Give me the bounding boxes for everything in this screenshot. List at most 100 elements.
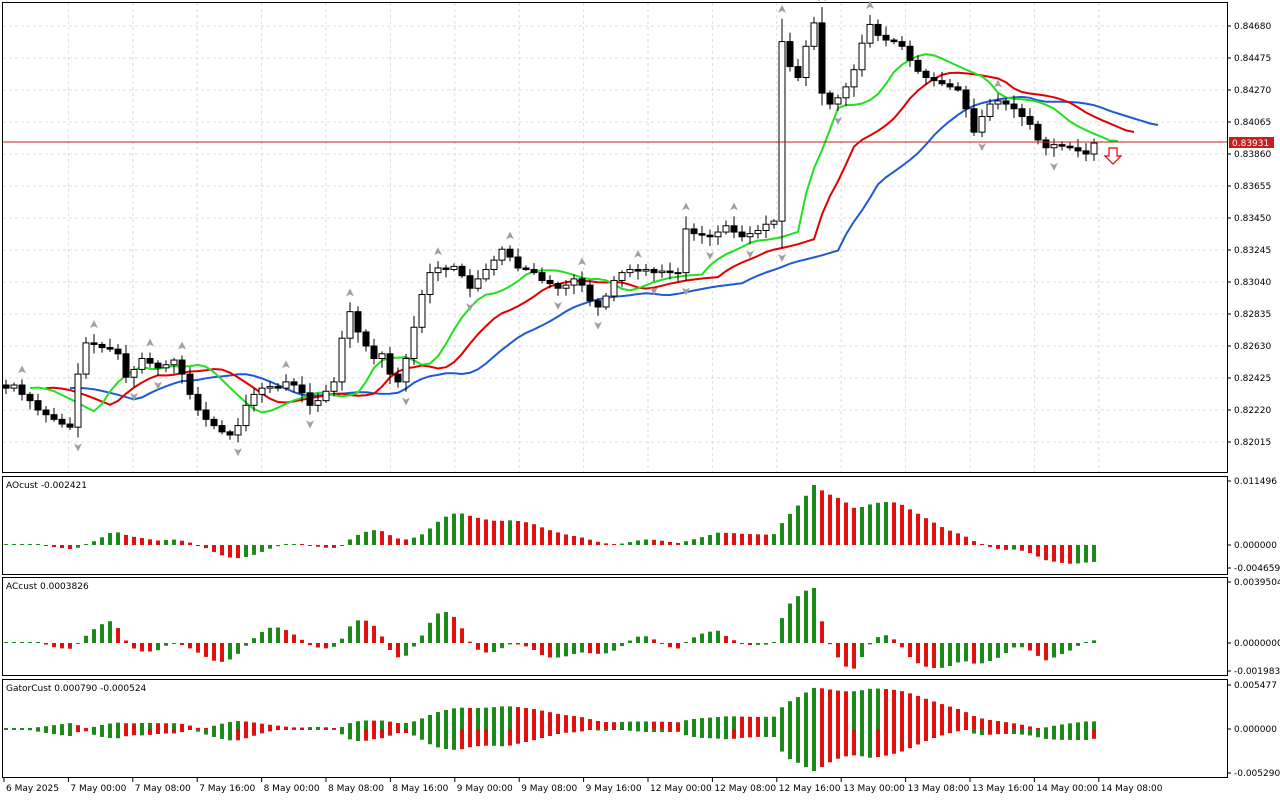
gator-lower-bar [612, 729, 616, 730]
gator-upper-bar [220, 723, 224, 729]
ao-bar [20, 544, 24, 545]
gator-upper-bar [1084, 721, 1088, 729]
ao-bar [388, 535, 392, 545]
gator-lower-bar [196, 729, 200, 732]
ao-bar [36, 544, 40, 545]
gator-upper-bar [428, 714, 432, 729]
ao-bar [52, 545, 56, 548]
candle-body [530, 269, 538, 274]
gator-upper-bar [524, 708, 528, 729]
candle-body [986, 103, 994, 118]
candle-body [762, 223, 770, 231]
ac-bar [444, 611, 448, 643]
candle-body [714, 231, 722, 238]
ao-bar [420, 534, 424, 545]
ac-bar [260, 631, 264, 643]
gator-lower-bar [924, 729, 928, 741]
candle-body [706, 234, 714, 238]
ao-bar [916, 513, 920, 545]
ac-bar [732, 640, 736, 643]
gator-lower-bar [660, 729, 664, 733]
candle-body [18, 384, 26, 395]
gator-upper-bar [628, 721, 632, 729]
gator-upper-bar [852, 691, 856, 729]
candle-body [34, 400, 42, 411]
gator-upper-bar [876, 688, 880, 729]
gator-upper-bar [52, 725, 56, 729]
fractal-down-marker [466, 303, 474, 312]
ao-bar [620, 543, 624, 545]
gator-lower-bar [828, 729, 832, 763]
ao-bar [644, 539, 648, 545]
fractal-up-marker [818, 0, 826, 2]
ac-bar [340, 638, 344, 643]
ao-bar [604, 543, 608, 545]
fractals [18, 0, 1058, 457]
candle-body [682, 228, 690, 274]
price-tick-label: 0.84475 [1234, 54, 1271, 64]
ac-bar [980, 643, 984, 664]
fractal-down-marker [74, 443, 82, 452]
candle-body [594, 300, 602, 308]
ao-bar [924, 518, 928, 545]
fractal-up-marker [730, 202, 738, 211]
gator-lower-bar [484, 729, 488, 746]
ac-bar [140, 643, 144, 652]
fractal-up-marker [578, 257, 586, 266]
ac-bar [228, 643, 232, 660]
ac-pane[interactable] [2, 577, 1228, 676]
ao-tick-label: 0.000000 [1234, 541, 1277, 551]
gator-upper-bar [1028, 726, 1032, 729]
gator-upper-bar [620, 721, 624, 729]
gator-lower-bar [20, 729, 24, 730]
ac-bar [972, 643, 976, 664]
candle-body [1082, 150, 1090, 155]
ac-bar [644, 636, 648, 643]
gator-lower-bar [724, 729, 728, 740]
ac-bar [44, 643, 48, 645]
candle-body [210, 418, 218, 427]
candle-body [754, 229, 762, 235]
candle-body [506, 248, 514, 258]
candle-body [826, 92, 834, 105]
candle-body [42, 409, 50, 416]
gator-lower-bar [948, 729, 952, 734]
gator-lower-bar [324, 729, 328, 730]
ao-bar [892, 502, 896, 545]
candle-body [306, 392, 314, 406]
gator-upper-bar [716, 717, 720, 729]
ao-label: AOcust -0.002421 [6, 481, 87, 491]
ao-bar [876, 502, 880, 545]
ao-bar [540, 527, 544, 545]
fractal-up-marker [18, 365, 26, 374]
gator-upper-bar [252, 722, 256, 729]
ao-bar [140, 538, 144, 545]
gator-upper-bar [36, 727, 40, 729]
ao-bar [524, 522, 528, 545]
gator-lower-bar [884, 729, 888, 756]
gator-upper-bar [412, 721, 416, 729]
ao-bar [940, 527, 944, 545]
candle-body [378, 353, 386, 359]
gator-lower-bar [996, 729, 1000, 735]
gator-upper-bar [188, 725, 192, 729]
ao-bar [372, 530, 376, 545]
candle-body [818, 22, 826, 94]
ac-bar [84, 635, 88, 643]
gator-lower-bar [708, 729, 712, 739]
ao-pane[interactable] [2, 476, 1228, 575]
candle-body [290, 381, 298, 386]
gator-lower-bar [532, 729, 536, 741]
gator-upper-bar [4, 728, 8, 729]
ac-bar [12, 642, 16, 643]
candle-body [410, 326, 418, 359]
gator-lower-bar [76, 729, 80, 733]
price-pane[interactable] [2, 2, 1228, 473]
candle-body [786, 41, 794, 68]
candle-body [106, 347, 114, 350]
candle-body [394, 373, 402, 383]
ao-bar [132, 536, 136, 545]
time-tick-label: 13 May 08:00 [908, 784, 970, 794]
ao-bar [572, 536, 576, 545]
ao-bar [180, 540, 184, 545]
